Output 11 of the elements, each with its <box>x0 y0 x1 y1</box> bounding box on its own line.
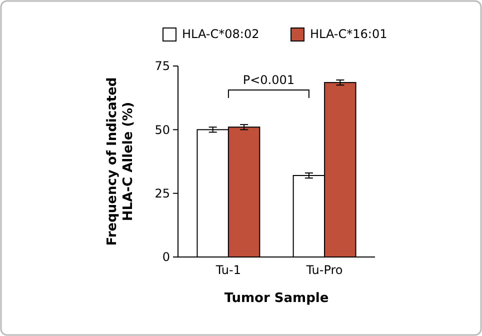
y-tick-label: 75 <box>154 59 170 74</box>
x-axis-title: Tumor Sample <box>224 291 329 306</box>
x-tick-label: Tu-Pro <box>305 263 343 277</box>
y-tick-label: 50 <box>154 122 170 137</box>
y-axis-title: Frequency of Indicated HLA-C Allele (%) <box>105 77 136 246</box>
y-tick-label: 0 <box>162 250 170 264</box>
y-tick-label: 25 <box>154 186 170 201</box>
annotation: P<0.001 <box>242 73 295 87</box>
legend-label: HLA-C*16:01 <box>310 27 388 42</box>
legend-label: HLA-C*08:02 <box>182 27 260 42</box>
x-tick-label: Tu-1 <box>214 263 241 277</box>
